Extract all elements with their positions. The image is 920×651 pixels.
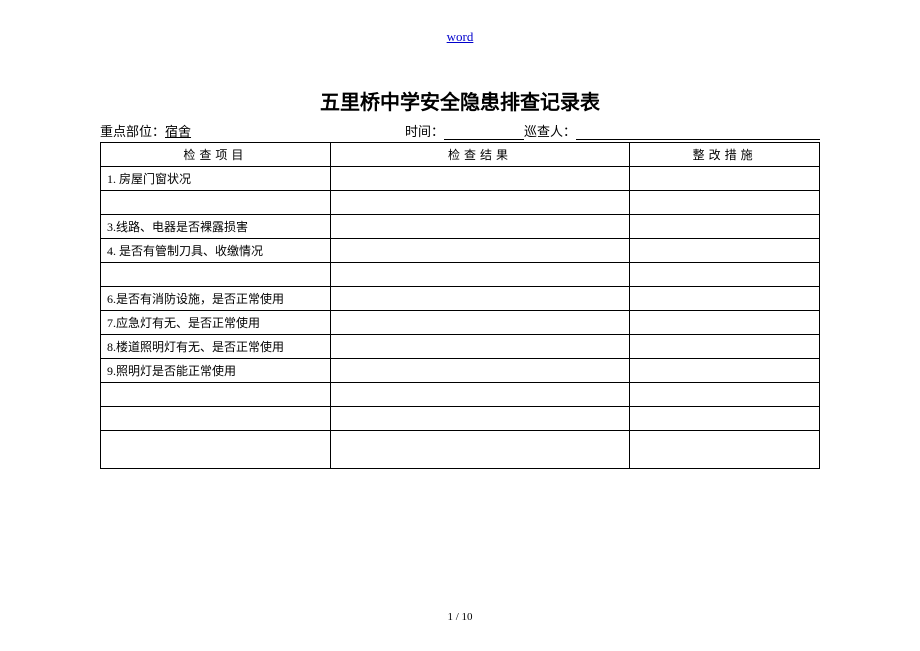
- table-row: [101, 263, 820, 287]
- cell-result: [330, 287, 630, 311]
- table-row: 9.照明灯是否能正常使用: [101, 359, 820, 383]
- header-link-text: word: [447, 29, 474, 44]
- page-number: 1 / 10: [447, 611, 472, 623]
- cell-result: [330, 335, 630, 359]
- cell-action: [630, 191, 820, 215]
- cell-item: [101, 191, 331, 215]
- cell-result: [330, 407, 630, 431]
- table-row: 8.楼道照明灯有无、是否正常使用: [101, 335, 820, 359]
- cell-item: [101, 431, 331, 469]
- cell-result: [330, 263, 630, 287]
- cell-result: [330, 383, 630, 407]
- cell-action: [630, 263, 820, 287]
- table-row: [101, 191, 820, 215]
- cell-result: [330, 239, 630, 263]
- meta-time-line: [444, 121, 524, 140]
- page-footer: 1 / 10: [0, 611, 920, 623]
- cell-action: [630, 239, 820, 263]
- meta-location-label: 重点部位：: [100, 121, 165, 140]
- inspection-table: 检查项目 检查结果 整改措施 1. 房屋门窗状况 3.线路、电器是否裸露损害 4…: [100, 142, 820, 469]
- cell-result: [330, 431, 630, 469]
- cell-action: [630, 287, 820, 311]
- table-header-row: 检查项目 检查结果 整改措施: [101, 143, 820, 167]
- table-row: 7.应急灯有无、是否正常使用: [101, 311, 820, 335]
- cell-item: [101, 407, 331, 431]
- header-col1: 检查项目: [101, 143, 331, 167]
- cell-item: 8.楼道照明灯有无、是否正常使用: [101, 335, 331, 359]
- table-row: 3.线路、电器是否裸露损害: [101, 215, 820, 239]
- cell-action: [630, 335, 820, 359]
- cell-action: [630, 311, 820, 335]
- cell-action: [630, 167, 820, 191]
- header-link: word: [0, 0, 920, 86]
- cell-result: [330, 215, 630, 239]
- cell-item: 3.线路、电器是否裸露损害: [101, 215, 331, 239]
- cell-item: [101, 263, 331, 287]
- cell-item: [101, 383, 331, 407]
- cell-result: [330, 359, 630, 383]
- cell-action: [630, 383, 820, 407]
- meta-inspector-label: 巡查人：: [524, 121, 576, 140]
- meta-row: 重点部位： 宿舍 时间： 巡查人：: [0, 121, 920, 142]
- table-row: 6.是否有消防设施，是否正常使用: [101, 287, 820, 311]
- cell-result: [330, 191, 630, 215]
- cell-action: [630, 215, 820, 239]
- page-title: 五里桥中学安全隐患排查记录表: [0, 86, 920, 115]
- header-col2: 检查结果: [330, 143, 630, 167]
- meta-inspector-line: [576, 121, 820, 140]
- table-row: 1. 房屋门窗状况: [101, 167, 820, 191]
- meta-time-label: 时间：: [405, 121, 444, 140]
- table-row: [101, 383, 820, 407]
- cell-item: 7.应急灯有无、是否正常使用: [101, 311, 331, 335]
- cell-item: 1. 房屋门窗状况: [101, 167, 331, 191]
- cell-result: [330, 311, 630, 335]
- table-row: [101, 431, 820, 469]
- cell-action: [630, 359, 820, 383]
- header-col3: 整改措施: [630, 143, 820, 167]
- cell-item: 4. 是否有管制刀具、收缴情况: [101, 239, 331, 263]
- cell-action: [630, 407, 820, 431]
- cell-item: 6.是否有消防设施，是否正常使用: [101, 287, 331, 311]
- table-row: 4. 是否有管制刀具、收缴情况: [101, 239, 820, 263]
- cell-action: [630, 431, 820, 469]
- table-row: [101, 407, 820, 431]
- cell-item: 9.照明灯是否能正常使用: [101, 359, 331, 383]
- meta-location-value: 宿舍: [165, 121, 405, 140]
- cell-result: [330, 167, 630, 191]
